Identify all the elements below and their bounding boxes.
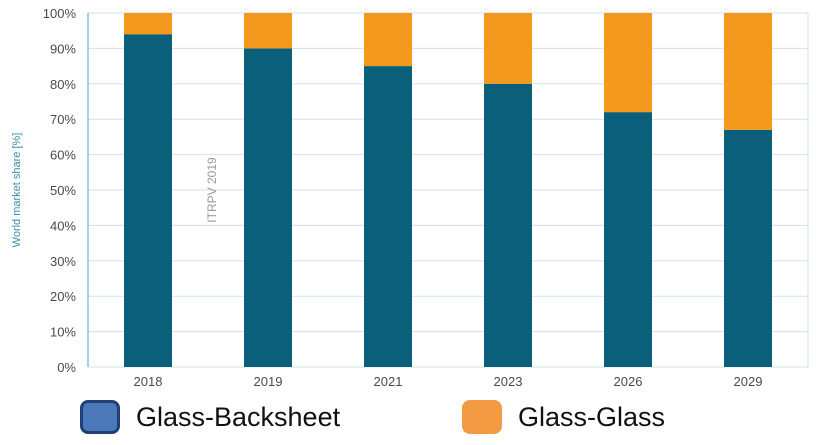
y-tick-label: 90% (50, 41, 76, 56)
x-axis-ticks: 2018 2019 2021 2023 2026 2029 (134, 374, 763, 389)
y-tick-label: 80% (50, 77, 76, 92)
y-tick-label: 20% (50, 289, 76, 304)
y-tick-label: 0% (57, 360, 76, 375)
watermark: ITRPV 2019 (205, 157, 219, 223)
bar-segment-glass-backsheet (484, 83, 532, 368)
bar-segment-glass-glass (124, 13, 172, 35)
x-tick-label: 2019 (254, 374, 283, 389)
x-tick-label: 2021 (374, 374, 403, 389)
y-axis-label: World market share [%] (11, 133, 23, 248)
y-axis-ticks: 0% 10% 20% 30% 40% 50% 60% 70% 80% 90% 100% (43, 6, 77, 375)
legend: Glass-Backsheet Glass-Glass (0, 400, 817, 445)
y-tick-label: 10% (50, 325, 76, 340)
legend-label: Glass-Glass (518, 402, 666, 432)
gridlines (87, 12, 809, 368)
x-tick-label: 2018 (134, 374, 163, 389)
square-swatch-icon (80, 400, 120, 434)
y-tick-label: 70% (50, 112, 76, 127)
bars (124, 13, 772, 368)
bar-segment-glass-glass (364, 13, 412, 67)
bar-segment-glass-glass (244, 13, 292, 49)
bar-segment-glass-glass (724, 13, 772, 130)
bar-segment-glass-glass (484, 13, 532, 84)
bar-segment-glass-glass (604, 13, 652, 113)
y-tick-label: 40% (50, 218, 76, 233)
stacked-bar-chart: 0%10%20%30%40%50%60%70%80%90%100% 2018 20… (11, 6, 809, 389)
square-swatch-icon (462, 400, 502, 434)
x-tick-label: 2026 (614, 374, 643, 389)
x-tick-label: 2029 (734, 374, 763, 389)
legend-item-glass-glass: Glass-Glass (462, 400, 665, 434)
y-tick-label: 100% (43, 6, 77, 21)
bar-segment-glass-backsheet (604, 112, 652, 368)
bar-segment-glass-backsheet (724, 129, 772, 367)
y-tick-label: 50% (50, 183, 76, 198)
x-tick-label: 2023 (494, 374, 523, 389)
legend-label: Glass-Backsheet (136, 402, 341, 432)
bar-segment-glass-backsheet (244, 48, 292, 368)
bar-segment-glass-backsheet (364, 66, 412, 367)
y-tick-label: 30% (50, 254, 76, 269)
y-tick-label: 60% (50, 148, 76, 163)
legend-item-glass-backsheet: Glass-Backsheet (80, 400, 340, 434)
bar-segment-glass-backsheet (124, 34, 172, 368)
